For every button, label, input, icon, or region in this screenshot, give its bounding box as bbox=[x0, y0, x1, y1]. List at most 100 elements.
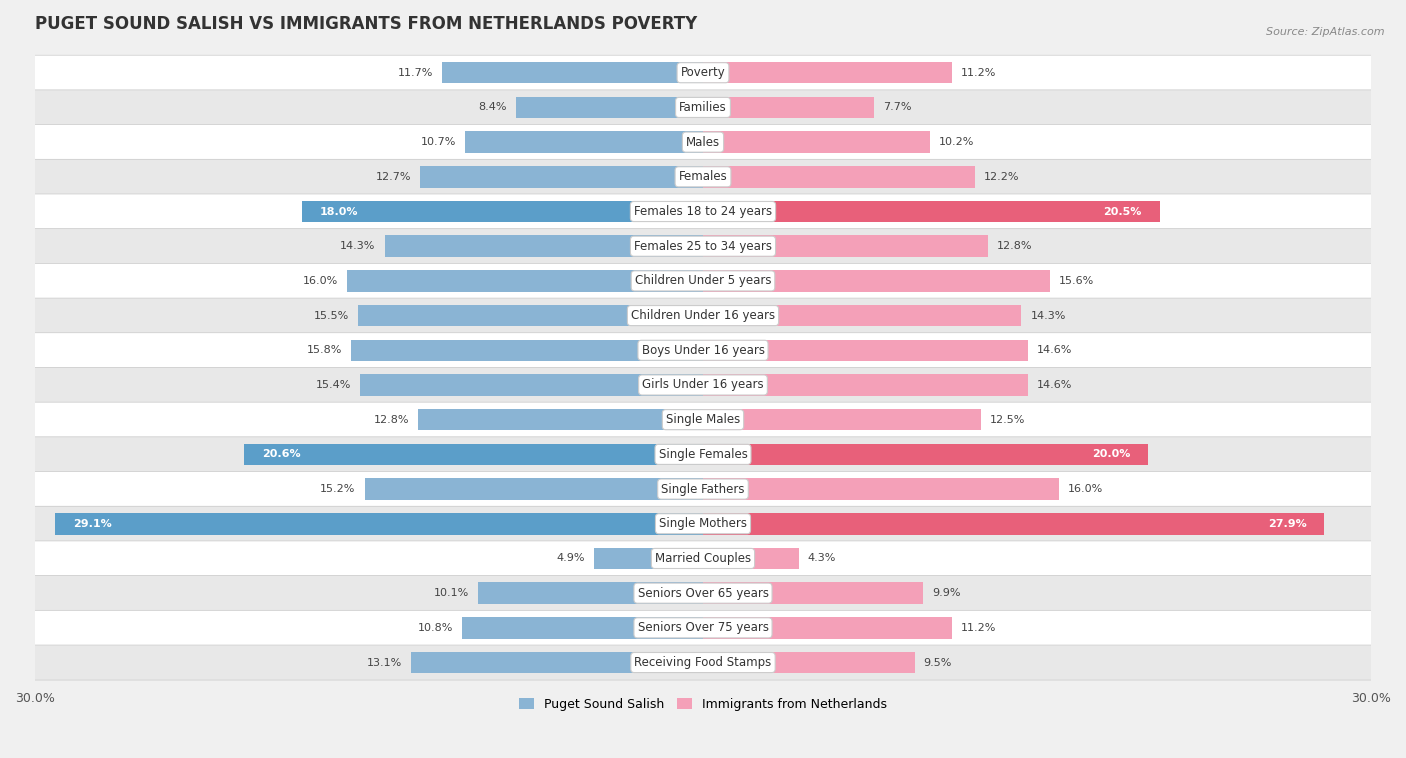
Text: 11.7%: 11.7% bbox=[398, 67, 433, 78]
Bar bbox=[703, 409, 981, 431]
FancyBboxPatch shape bbox=[34, 55, 1372, 90]
FancyBboxPatch shape bbox=[34, 368, 1372, 402]
FancyBboxPatch shape bbox=[34, 90, 1372, 125]
Bar bbox=[703, 513, 1324, 534]
Text: 15.4%: 15.4% bbox=[316, 380, 352, 390]
Text: 16.0%: 16.0% bbox=[1069, 484, 1104, 494]
Text: 20.0%: 20.0% bbox=[1092, 449, 1130, 459]
Text: 11.2%: 11.2% bbox=[962, 623, 997, 633]
FancyBboxPatch shape bbox=[34, 506, 1372, 541]
Text: 8.4%: 8.4% bbox=[478, 102, 508, 112]
Text: 15.5%: 15.5% bbox=[314, 311, 349, 321]
Text: Single Fathers: Single Fathers bbox=[661, 483, 745, 496]
Text: 14.3%: 14.3% bbox=[340, 241, 375, 251]
Bar bbox=[703, 478, 1059, 500]
Text: 13.1%: 13.1% bbox=[367, 657, 402, 668]
FancyBboxPatch shape bbox=[34, 610, 1372, 645]
FancyBboxPatch shape bbox=[34, 402, 1372, 437]
FancyBboxPatch shape bbox=[34, 575, 1372, 611]
Text: 10.1%: 10.1% bbox=[434, 588, 470, 598]
Bar bbox=[703, 201, 1160, 222]
Bar bbox=[703, 305, 1021, 327]
Text: 10.2%: 10.2% bbox=[939, 137, 974, 147]
Bar bbox=[359, 305, 703, 327]
Text: Source: ZipAtlas.com: Source: ZipAtlas.com bbox=[1267, 27, 1385, 36]
FancyBboxPatch shape bbox=[34, 437, 1372, 472]
FancyBboxPatch shape bbox=[34, 333, 1372, 368]
Text: 9.5%: 9.5% bbox=[924, 657, 952, 668]
Bar bbox=[703, 582, 924, 604]
Bar bbox=[385, 236, 703, 257]
Text: 4.3%: 4.3% bbox=[807, 553, 837, 563]
Text: 12.8%: 12.8% bbox=[997, 241, 1032, 251]
Text: 20.5%: 20.5% bbox=[1104, 206, 1142, 217]
Text: 15.8%: 15.8% bbox=[307, 346, 342, 356]
Text: 12.8%: 12.8% bbox=[374, 415, 409, 424]
Bar bbox=[703, 97, 875, 118]
Text: 10.8%: 10.8% bbox=[418, 623, 454, 633]
Bar bbox=[347, 270, 703, 292]
Text: Single Females: Single Females bbox=[658, 448, 748, 461]
Text: 7.7%: 7.7% bbox=[883, 102, 912, 112]
Text: Children Under 5 years: Children Under 5 years bbox=[634, 274, 772, 287]
Bar bbox=[420, 166, 703, 187]
Text: 11.2%: 11.2% bbox=[962, 67, 997, 78]
Text: Females 18 to 24 years: Females 18 to 24 years bbox=[634, 205, 772, 218]
Text: Single Mothers: Single Mothers bbox=[659, 517, 747, 531]
Text: Children Under 16 years: Children Under 16 years bbox=[631, 309, 775, 322]
Text: Poverty: Poverty bbox=[681, 66, 725, 80]
Bar bbox=[703, 652, 914, 673]
FancyBboxPatch shape bbox=[34, 124, 1372, 160]
Bar bbox=[55, 513, 703, 534]
Text: 18.0%: 18.0% bbox=[321, 206, 359, 217]
FancyBboxPatch shape bbox=[34, 194, 1372, 229]
Bar bbox=[703, 617, 952, 638]
Bar bbox=[443, 62, 703, 83]
Text: Females 25 to 34 years: Females 25 to 34 years bbox=[634, 240, 772, 252]
Text: 12.2%: 12.2% bbox=[984, 172, 1019, 182]
Bar bbox=[703, 270, 1050, 292]
Bar bbox=[593, 548, 703, 569]
Text: Single Males: Single Males bbox=[666, 413, 740, 426]
Text: 20.6%: 20.6% bbox=[262, 449, 301, 459]
Bar bbox=[703, 236, 988, 257]
Text: 14.3%: 14.3% bbox=[1031, 311, 1066, 321]
Bar bbox=[703, 340, 1028, 361]
Bar bbox=[412, 652, 703, 673]
FancyBboxPatch shape bbox=[34, 298, 1372, 333]
Bar bbox=[352, 340, 703, 361]
Text: 14.6%: 14.6% bbox=[1038, 346, 1073, 356]
Bar bbox=[703, 374, 1028, 396]
Text: Girls Under 16 years: Girls Under 16 years bbox=[643, 378, 763, 391]
FancyBboxPatch shape bbox=[34, 229, 1372, 264]
Bar bbox=[703, 166, 974, 187]
Text: 12.7%: 12.7% bbox=[375, 172, 412, 182]
Text: 12.5%: 12.5% bbox=[990, 415, 1025, 424]
Text: 15.6%: 15.6% bbox=[1059, 276, 1094, 286]
Text: Males: Males bbox=[686, 136, 720, 149]
Bar bbox=[302, 201, 703, 222]
Bar bbox=[364, 478, 703, 500]
FancyBboxPatch shape bbox=[34, 471, 1372, 506]
Bar bbox=[465, 131, 703, 153]
Bar bbox=[478, 582, 703, 604]
Text: 16.0%: 16.0% bbox=[302, 276, 337, 286]
Bar bbox=[703, 131, 931, 153]
FancyBboxPatch shape bbox=[34, 159, 1372, 194]
Text: 10.7%: 10.7% bbox=[420, 137, 456, 147]
Text: Married Couples: Married Couples bbox=[655, 552, 751, 565]
Text: 4.9%: 4.9% bbox=[557, 553, 585, 563]
FancyBboxPatch shape bbox=[34, 263, 1372, 299]
Text: 27.9%: 27.9% bbox=[1268, 518, 1306, 529]
Text: 14.6%: 14.6% bbox=[1038, 380, 1073, 390]
Text: Families: Families bbox=[679, 101, 727, 114]
Bar bbox=[703, 548, 799, 569]
Text: PUGET SOUND SALISH VS IMMIGRANTS FROM NETHERLANDS POVERTY: PUGET SOUND SALISH VS IMMIGRANTS FROM NE… bbox=[35, 15, 697, 33]
Text: Seniors Over 75 years: Seniors Over 75 years bbox=[637, 622, 769, 634]
Bar bbox=[516, 97, 703, 118]
Bar bbox=[360, 374, 703, 396]
Bar bbox=[463, 617, 703, 638]
Bar bbox=[703, 62, 952, 83]
Text: Receiving Food Stamps: Receiving Food Stamps bbox=[634, 656, 772, 669]
FancyBboxPatch shape bbox=[34, 645, 1372, 680]
